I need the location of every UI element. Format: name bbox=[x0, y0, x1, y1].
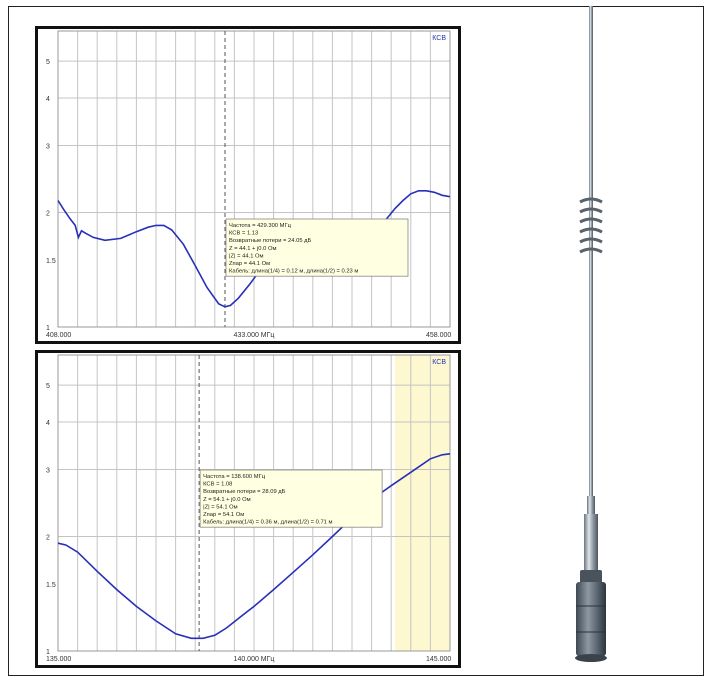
antenna-collar bbox=[587, 496, 595, 516]
swr-chart-433-plot: 1 1.5 2 3 4 5 408.000 433.000 МГц 458.000 КСВ Част… bbox=[46, 30, 451, 339]
swr-chart-140-plot: 1 1.5 2 3 4 5 135.000 140.000 МГц 145.000 КСВ Част… bbox=[46, 354, 451, 663]
tooltip-line: Частота = 429.300 МГц bbox=[229, 223, 292, 229]
tooltip-box bbox=[225, 218, 409, 277]
y-tick-label: 2 bbox=[46, 210, 50, 217]
x-tick-label: 408.000 bbox=[46, 332, 71, 339]
tooltip-line: Частота = 138.600 МГц bbox=[203, 474, 266, 480]
legend-label: КСВ bbox=[432, 359, 446, 366]
y-tick-label: 2 bbox=[46, 534, 50, 541]
legend-label: КСВ bbox=[432, 35, 446, 42]
x-tick-label: 140.000 МГц bbox=[234, 656, 275, 663]
x-tick-label: 145.000 bbox=[426, 656, 451, 663]
y-tick-label: 4 bbox=[46, 420, 50, 427]
swr-chart-140: 1 1.5 2 3 4 5 135.000 140.000 МГц 145.000 КСВ Част… bbox=[35, 350, 461, 668]
antenna-neck bbox=[584, 514, 598, 572]
tooltip-line: Возвратные потери = 28.09 дБ bbox=[203, 489, 286, 495]
y-tick-label: 1.5 bbox=[46, 582, 56, 589]
y-tick-label: 3 bbox=[46, 144, 50, 151]
tooltip-line: КСВ = 1.08 bbox=[203, 482, 232, 488]
y-tick-label: 1.5 bbox=[46, 258, 56, 265]
y-tick-label: 3 bbox=[46, 468, 50, 475]
y-tick-label: 1 bbox=[46, 649, 50, 656]
tooltip-line: Кабель: длина(1/4) = 0.12 м, длина(1/2) … bbox=[229, 269, 358, 275]
tooltip-line: Возвратные потери = 24.05 дБ bbox=[229, 238, 312, 244]
plot-border bbox=[57, 354, 451, 652]
antenna-coil bbox=[579, 197, 603, 254]
x-tick-label: 458.000 bbox=[426, 332, 451, 339]
antenna-whip bbox=[589, 6, 593, 506]
y-tick-label: 4 bbox=[46, 96, 50, 103]
marker-tooltip: Частота = 429.300 МГц КСВ = 1.13Возвратны… bbox=[225, 218, 409, 277]
tooltip-line: Z = 44.1 + j0.0 Ом bbox=[229, 246, 277, 252]
antenna-joint bbox=[580, 570, 602, 584]
antenna-image bbox=[575, 6, 607, 662]
y-tick-label: 5 bbox=[46, 59, 50, 66]
y-tick-label: 5 bbox=[46, 383, 50, 390]
antenna-base bbox=[576, 582, 606, 656]
tooltip-box bbox=[199, 469, 383, 528]
tooltip-line: Zпар = 44.1 Ом bbox=[229, 261, 270, 267]
plot-border bbox=[57, 30, 451, 328]
tooltip-line: Zпар = 54.1 Ом bbox=[203, 512, 244, 518]
swr-chart-433: 1 1.5 2 3 4 5 408.000 433.000 МГц 458.000 КСВ Част… bbox=[35, 26, 461, 344]
swr-series-line bbox=[57, 190, 451, 308]
swr-series-line bbox=[57, 453, 451, 640]
x-tick-label: 433.000 МГц bbox=[234, 332, 275, 339]
tooltip-line: Z = 54.1 + j0.0 Ом bbox=[203, 497, 251, 503]
tooltip-line: |Z| = 54.1 Ом bbox=[203, 504, 238, 510]
y-tick-label: 1 bbox=[46, 325, 50, 332]
marker-tooltip: Частота = 138.600 МГц КСВ = 1.08Возвратны… bbox=[199, 469, 383, 528]
x-tick-label: 135.000 bbox=[46, 656, 71, 663]
tooltip-line: КСВ = 1.13 bbox=[229, 231, 258, 237]
tooltip-line: Кабель: длина(1/4) = 0.36 м, длина(1/2) … bbox=[203, 520, 332, 526]
tooltip-line: |Z| = 44.1 Ом bbox=[229, 253, 264, 259]
shaded-band bbox=[395, 355, 450, 651]
